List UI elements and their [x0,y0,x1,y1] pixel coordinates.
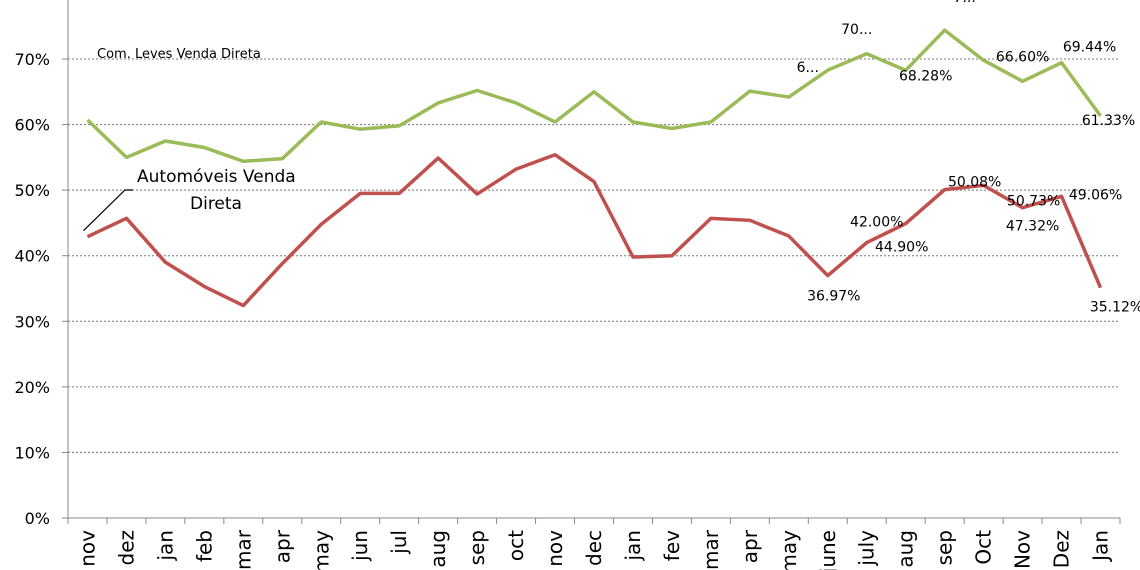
x-tick-label: oct [504,530,528,561]
y-tick-label: 50% [14,181,50,200]
y-tick-label: 40% [14,247,50,266]
data-label: 50.73% [1007,193,1060,209]
series-annotation: Automóveis Venda Direta [137,167,296,214]
y-tick-label: 30% [14,312,50,331]
x-tick-label: jan [153,530,177,562]
line-series [86,152,1103,308]
data-label: 49.06% [1069,187,1122,203]
x-tick-label: Dez [1050,530,1074,568]
x-tick-label: june [816,530,840,570]
x-tick-label: jan [621,530,645,562]
x-tick-label: apr [270,529,294,563]
data-label: 6... [797,60,819,76]
data-label: 44.90% [875,240,928,256]
x-tick-label: sep [933,530,957,565]
data-label: 47.32% [1006,219,1059,235]
x-tick-label: aug [426,530,450,568]
x-tick-label: dec [582,530,606,566]
y-tick-label: 10% [14,443,50,462]
y-tick-label: 70% [14,50,50,69]
x-tick-label: may [309,530,333,570]
data-label: 69.44% [1063,40,1116,56]
data-label: 61.33% [1082,113,1135,129]
x-tick-label: mar [699,529,723,570]
data-label: 7... [954,0,976,6]
x-tick-label: apr [738,529,762,563]
x-tick-label: jul [387,530,411,555]
data-label: 36.97% [807,289,860,305]
x-tick-label: july [855,530,879,567]
y-tick-label: 60% [14,116,50,135]
x-tick-label: Nov [1011,530,1035,569]
data-label: 68.28% [899,68,952,84]
line-series [86,28,1102,164]
series-annotation: Com. Leves Venda Direta [97,47,261,62]
leader-line [83,189,133,232]
x-tick-label: feb [192,530,216,562]
x-tick-label: may [777,530,801,570]
x-tick-label: aug [894,530,918,568]
x-tick-label: jun [348,530,372,562]
data-label: 50.08% [948,175,1001,191]
x-tick-label: mar [231,529,255,570]
x-tick-label: Oct [972,530,996,565]
x-tick-label: sep [465,530,489,565]
x-tick-label: fev [660,530,684,561]
x-tick-label: dez [114,530,138,566]
y-tick-label: 0% [25,509,50,528]
x-tick-label: nov [543,530,567,567]
x-tick-label: Jan [1089,530,1113,563]
y-tick-label: 20% [14,378,50,397]
data-label: 70... [841,22,872,38]
data-label: 42.00% [850,215,903,231]
x-tick-label: nov [75,530,99,567]
data-label: 66.60% [996,49,1049,65]
data-label: 35.12% [1090,300,1140,316]
